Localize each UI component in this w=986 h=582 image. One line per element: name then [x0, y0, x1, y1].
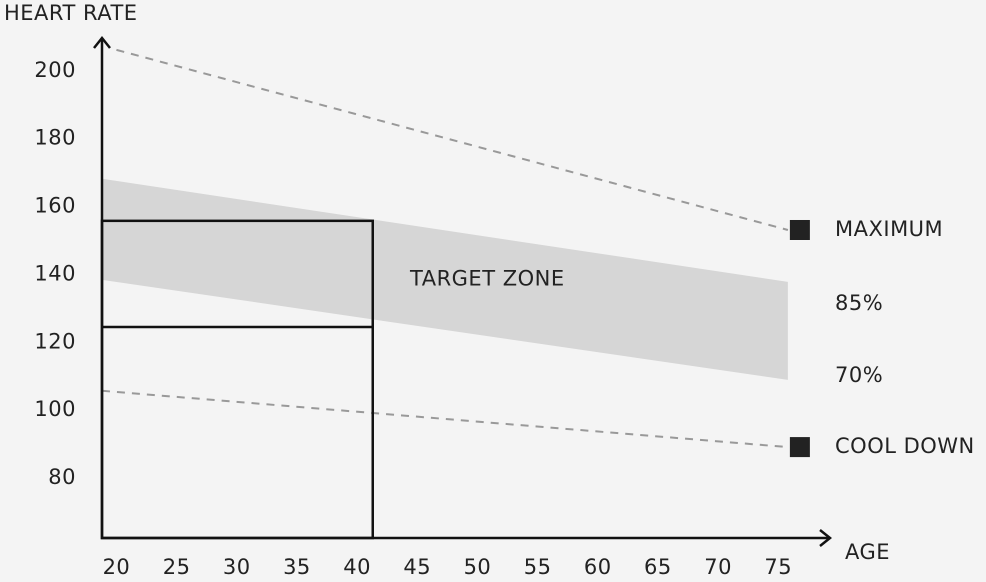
x-tick-label: 70	[704, 555, 732, 579]
target-zone	[102, 178, 788, 380]
x-tick-label: 35	[283, 555, 311, 579]
y-arrow	[93, 35, 111, 49]
x-tick-label: 45	[403, 555, 431, 579]
x-tick-label: 30	[223, 555, 251, 579]
x-tick-label: 75	[764, 555, 792, 579]
x-tick-label: 65	[644, 555, 672, 579]
x-tick-label: 50	[464, 555, 492, 579]
x-tick-label: 20	[103, 555, 131, 579]
dashed-line	[101, 389, 788, 449]
y-tick-label: 140	[34, 261, 76, 285]
band-label: TARGET ZONE	[409, 266, 565, 290]
y-tick-label: 120	[34, 329, 76, 353]
band-upper-label: 85%	[835, 291, 883, 315]
dashed-line	[116, 48, 789, 231]
x-arrow	[819, 529, 833, 547]
legend-marker	[789, 219, 810, 240]
y-tick-label: 80	[48, 465, 76, 489]
y-tick-label: 100	[34, 397, 76, 421]
legend-label: COOL DOWN	[835, 434, 975, 458]
y-tick-label: 160	[34, 194, 76, 218]
x-tick-label: 40	[343, 555, 371, 579]
y-tick-label: 180	[34, 126, 76, 150]
x-axis-label: AGE	[845, 540, 890, 564]
legend-label: MAXIMUM	[835, 217, 943, 241]
axes	[100, 38, 830, 540]
x-tick-label: 55	[524, 555, 552, 579]
x-tick-label: 25	[163, 555, 191, 579]
x-tick-label: 60	[584, 555, 612, 579]
y-axis-label: HEART RATE	[4, 1, 138, 25]
legend-marker	[789, 437, 810, 458]
y-tick-label: 200	[34, 58, 76, 82]
band-lower-label: 70%	[835, 363, 883, 387]
